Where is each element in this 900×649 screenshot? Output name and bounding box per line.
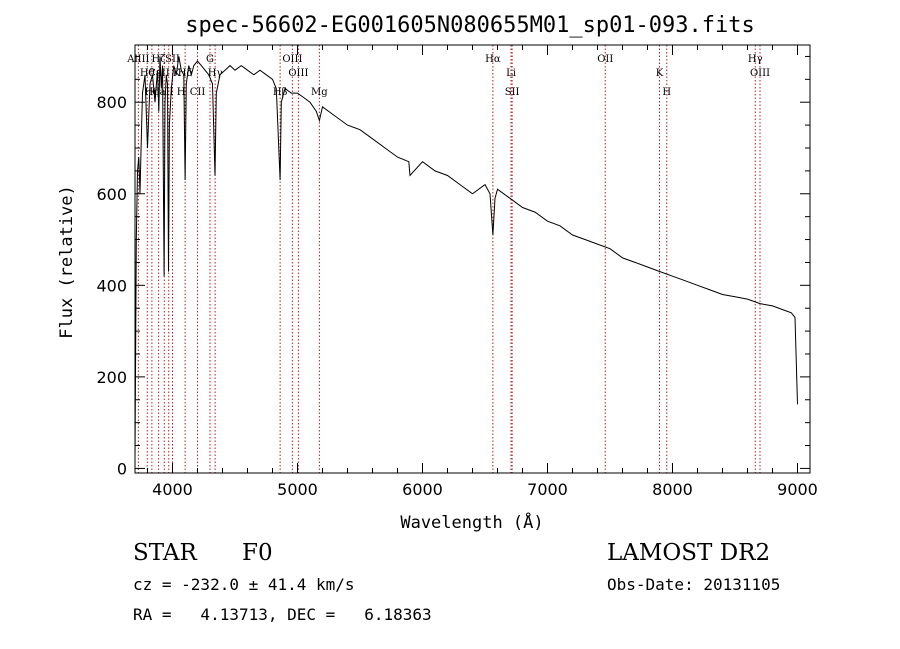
line-label: G bbox=[206, 54, 214, 65]
line-label: OIII bbox=[750, 68, 770, 79]
line-label: Hγ bbox=[208, 68, 223, 79]
y-tick-label: 0 bbox=[117, 459, 127, 478]
spectrum-line bbox=[134, 56, 798, 460]
spectrum-series bbox=[134, 56, 798, 460]
line-label: CII bbox=[190, 87, 206, 98]
line-label: OIII bbox=[288, 68, 308, 79]
y-axis-label: Flux (relative) bbox=[57, 185, 77, 339]
y-tick-label: 400 bbox=[96, 276, 127, 295]
sky-coordinates: RA = 4.13713, DEC = 6.18363 bbox=[133, 605, 432, 624]
line-label: OIII bbox=[282, 54, 302, 65]
x-axis: 4000 5000 6000 7000 8000 9000 bbox=[147, 45, 818, 499]
y-tick-label: 600 bbox=[96, 185, 127, 204]
line-label: Hζ bbox=[152, 54, 167, 65]
x-axis-label: Wavelength (Å) bbox=[400, 511, 543, 533]
chart-title: spec-56602-EG001605N080655M01_sp01-093.f… bbox=[185, 13, 755, 38]
survey-name: LAMOST DR2 bbox=[607, 540, 771, 566]
object-class: STAR bbox=[133, 540, 197, 566]
x-tick-label: 9000 bbox=[777, 480, 818, 499]
line-label: Hγ bbox=[748, 54, 763, 65]
line-label: SII bbox=[165, 54, 180, 65]
plot-frame bbox=[134, 44, 811, 474]
y-tick-label: 800 bbox=[96, 93, 127, 112]
line-label: Hβ bbox=[273, 87, 288, 98]
line-label: CaII H bbox=[152, 87, 186, 98]
x-tick-label: 4000 bbox=[152, 480, 193, 499]
x-tick-label: 6000 bbox=[402, 480, 443, 499]
y-tick-label: 200 bbox=[96, 368, 127, 387]
line-label: Hθ bbox=[140, 68, 155, 79]
line-label: K bbox=[656, 68, 664, 79]
emission-line-markers bbox=[137, 45, 761, 473]
line-label: SII bbox=[505, 87, 520, 98]
x-tick-label: 7000 bbox=[527, 480, 568, 499]
observation-date: Obs-Date: 20131105 bbox=[607, 575, 781, 594]
x-tick-label: 8000 bbox=[652, 480, 693, 499]
line-label: Mg bbox=[311, 87, 328, 98]
line-label: Hδ bbox=[178, 68, 193, 79]
line-label: Hα bbox=[485, 54, 501, 65]
spectral-subclass: F0 bbox=[242, 540, 273, 566]
y-axis: 0 200 400 600 800 bbox=[96, 55, 810, 478]
line-label: H bbox=[662, 87, 671, 98]
line-label: Hη bbox=[145, 87, 160, 98]
line-label: OII bbox=[597, 54, 613, 65]
line-label: Li bbox=[506, 68, 516, 79]
line-label: CaII K bbox=[148, 68, 181, 79]
line-label: AlIII bbox=[126, 54, 149, 65]
redshift-cz: cz = -232.0 ± 41.4 km/s bbox=[133, 575, 355, 594]
x-tick-label: 5000 bbox=[277, 480, 318, 499]
